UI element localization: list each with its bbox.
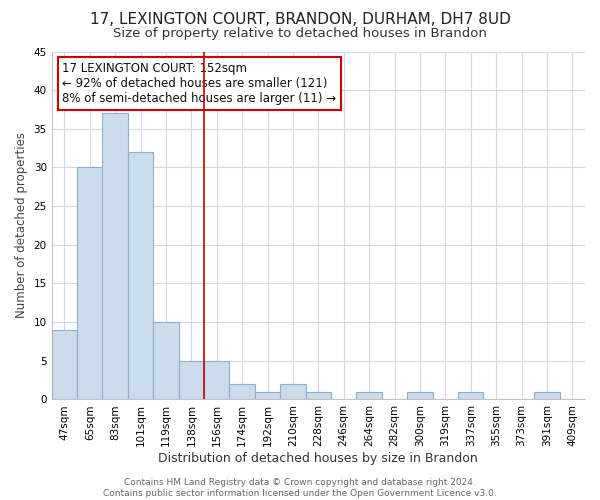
Bar bbox=[458, 392, 484, 400]
Bar bbox=[77, 168, 103, 400]
Text: Size of property relative to detached houses in Brandon: Size of property relative to detached ho… bbox=[113, 28, 487, 40]
Bar bbox=[407, 392, 433, 400]
Bar bbox=[534, 392, 560, 400]
Bar bbox=[179, 361, 204, 400]
Bar bbox=[103, 114, 128, 400]
Text: 17 LEXINGTON COURT: 152sqm
← 92% of detached houses are smaller (121)
8% of semi: 17 LEXINGTON COURT: 152sqm ← 92% of deta… bbox=[62, 62, 337, 105]
Text: 17, LEXINGTON COURT, BRANDON, DURHAM, DH7 8UD: 17, LEXINGTON COURT, BRANDON, DURHAM, DH… bbox=[89, 12, 511, 28]
Bar bbox=[128, 152, 153, 400]
Bar bbox=[229, 384, 255, 400]
X-axis label: Distribution of detached houses by size in Brandon: Distribution of detached houses by size … bbox=[158, 452, 478, 465]
Bar bbox=[204, 361, 229, 400]
Y-axis label: Number of detached properties: Number of detached properties bbox=[15, 132, 28, 318]
Bar bbox=[280, 384, 305, 400]
Bar bbox=[305, 392, 331, 400]
Text: Contains HM Land Registry data © Crown copyright and database right 2024.
Contai: Contains HM Land Registry data © Crown c… bbox=[103, 478, 497, 498]
Bar bbox=[52, 330, 77, 400]
Bar bbox=[356, 392, 382, 400]
Bar bbox=[255, 392, 280, 400]
Bar bbox=[153, 322, 179, 400]
